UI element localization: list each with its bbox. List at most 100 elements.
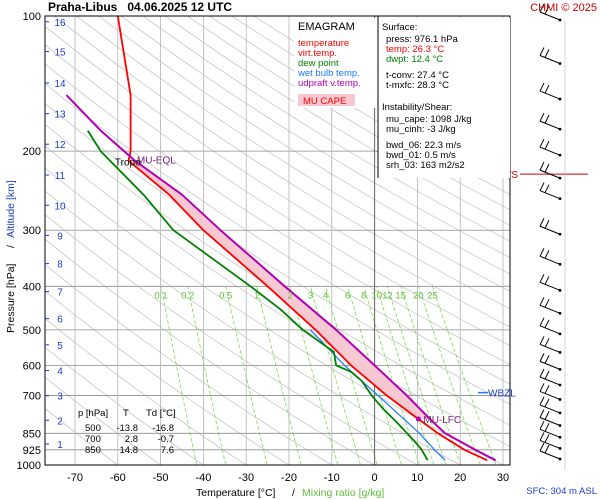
- altitude-tick-label: 2: [57, 416, 63, 427]
- wind-barb-dot: [558, 351, 562, 354]
- altitude-tick-label: 6: [57, 315, 63, 326]
- wind-barb-flag: [544, 140, 550, 150]
- wind-barb-dot: [558, 447, 562, 450]
- wind-barb-flag: [544, 220, 550, 229]
- mu-cape-area: [128, 160, 430, 419]
- wind-barb: [539, 396, 562, 415]
- wind-barb-shaft: [539, 11, 561, 21]
- altitude-tick-label: 5: [57, 341, 63, 352]
- t-conv: t-conv: 27.4 °C: [386, 70, 449, 81]
- wind-barb: [539, 368, 562, 387]
- level-table: p [hPa] T Td [°C] 500 -13.8 -16.8 700 2.…: [78, 408, 176, 456]
- table-row-850-p: 850: [85, 445, 101, 456]
- x-tick-label: -50: [153, 472, 169, 484]
- instability-title: Instability/Shear:: [382, 102, 452, 113]
- wind-barb-flag: [544, 411, 550, 420]
- wind-barb: [539, 47, 562, 65]
- mu-eql-label: MU-EQL: [137, 156, 176, 167]
- mixing-ratio-label: 4: [323, 290, 328, 301]
- table-row-700-td: -0.7: [158, 434, 174, 445]
- cape-fill-layer: [128, 160, 430, 419]
- mixing-ratio-label: 3: [308, 290, 313, 301]
- legend: EMAGRAM temperature virt.temp. dew point…: [294, 18, 378, 108]
- altitude-tick-label: 11: [55, 171, 66, 182]
- wind-barb: [539, 138, 562, 157]
- wind-barb: [539, 383, 562, 401]
- wind-barb-dot: [558, 176, 562, 180]
- wind-barb-flag: [539, 248, 545, 257]
- surface-temp: temp: 26.3 °C: [386, 44, 444, 55]
- wind-barb-shaft: [539, 169, 561, 179]
- wind-barb-flag: [539, 383, 545, 392]
- mixing-ratio-label: 25: [427, 290, 438, 301]
- altitude-tick-label: 16: [54, 18, 66, 29]
- table-header-p: p [hPa]: [78, 408, 108, 419]
- mixing-ratio-label: 0.5: [219, 290, 232, 301]
- altitude-tick-label: 10: [54, 201, 66, 212]
- temperature-line: [116, 16, 488, 462]
- altitude-tick-label: 8: [57, 260, 63, 271]
- table-row-500-td: -16.8: [152, 423, 174, 434]
- wind-barb-shaft: [539, 255, 561, 265]
- wind-barb-shaft: [539, 450, 561, 460]
- wind-barb-flag: [539, 409, 545, 418]
- table-row-850-t: 14.8: [120, 445, 139, 456]
- wind-barb-dot: [558, 311, 562, 315]
- altitude-tick-label: 9: [57, 231, 63, 242]
- wind-barb-dot: [558, 232, 562, 236]
- pressure-tick-label: 400: [23, 281, 41, 293]
- wind-barb-flag: [544, 84, 550, 94]
- pressure-tick-label: 925: [23, 445, 41, 457]
- mixing-ratio-line: [160, 286, 198, 465]
- wind-barb-flag: [544, 250, 550, 259]
- x-axis-title-mixing: Mixing ratio [g/kg]: [302, 487, 384, 499]
- altitude-tick-label: 4: [57, 367, 63, 378]
- wind-barb-flag: [539, 442, 545, 452]
- wind-barb-shaft: [539, 343, 561, 353]
- wind-barb-dot: [558, 153, 562, 157]
- mixing-ratio-label: 0.2: [181, 290, 194, 301]
- wind-barb-dot: [558, 367, 562, 371]
- x-tick-label: 10: [411, 472, 423, 484]
- profile-lines-layer: [65, 16, 497, 462]
- x-axis-sep: /: [292, 487, 295, 499]
- surface-title: Surface:: [382, 22, 417, 33]
- sfc-label: SFC: 304 m ASL: [526, 486, 597, 497]
- wind-barb-shaft: [539, 390, 561, 400]
- wind-barb: [539, 182, 562, 201]
- wind-barb: [539, 317, 562, 336]
- x-tick-label: -60: [110, 472, 126, 484]
- table-header-td: Td [°C]: [146, 408, 176, 419]
- wind-barb-dot: [558, 383, 562, 387]
- pressure-tick-label: 100: [23, 11, 41, 23]
- wind-barb-dot: [558, 18, 562, 22]
- pressure-tick-label: 200: [23, 146, 41, 158]
- wind-barb-shaft: [539, 304, 561, 314]
- credit-label: CHMI © 2025: [530, 2, 597, 14]
- table-row-700-p: 700: [85, 434, 101, 445]
- wind-barb-dot: [558, 398, 562, 401]
- wind-barb-shaft: [539, 225, 561, 235]
- pressure-tick-label: 700: [23, 390, 41, 402]
- pressure-tick-label: 600: [23, 360, 41, 372]
- axes-layer: 0.1 0.2 0.5 1 2 3 4 6 8 10 12 15 20 25-70 -60 -50 -40 -30…: [17, 11, 517, 484]
- wet-bulb-line: [309, 329, 446, 461]
- dry-adiabat: [45, 82, 510, 385]
- wind-barb-flag: [544, 355, 550, 364]
- wind-barb-shaft: [539, 281, 561, 291]
- wind-barb-dot: [558, 262, 562, 266]
- wind-barb-dot: [558, 197, 562, 201]
- x-tick-label: 0: [372, 472, 378, 484]
- wind-barb-shaft: [539, 404, 561, 414]
- mixing-ratio-label: 2: [287, 290, 292, 301]
- bwd-06-value: bwd_06: 22.3 m/s: [386, 140, 461, 151]
- x-tick-label: -30: [238, 472, 254, 484]
- altitude-tick-label: 7: [57, 288, 63, 299]
- wind-barb-flag: [539, 353, 545, 362]
- wind-barb-flag: [539, 218, 545, 227]
- wind-barb-dot: [558, 62, 562, 65]
- mixing-ratio-label: 8: [361, 290, 366, 301]
- wind-barb-flag: [539, 317, 545, 327]
